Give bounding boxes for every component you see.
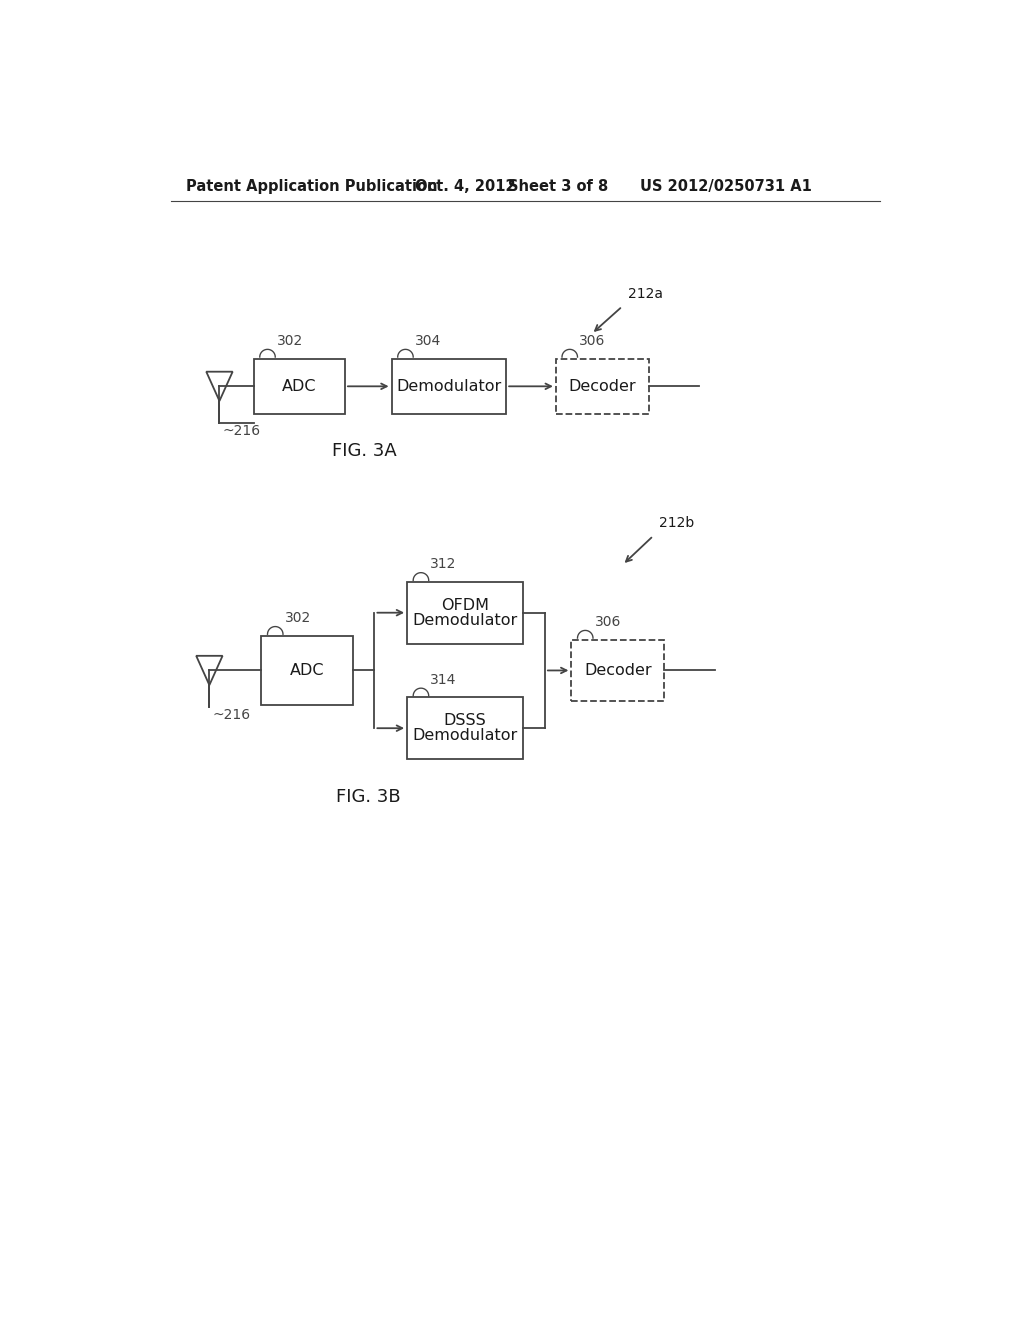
Text: DSSS: DSSS — [443, 713, 486, 729]
Text: 212a: 212a — [628, 286, 663, 301]
Text: Demodulator: Demodulator — [413, 729, 518, 743]
Text: 306: 306 — [595, 615, 621, 628]
Text: Decoder: Decoder — [584, 663, 651, 678]
Text: 212b: 212b — [658, 516, 694, 531]
Text: 304: 304 — [415, 334, 441, 348]
Text: FIG. 3A: FIG. 3A — [332, 442, 396, 459]
Text: 302: 302 — [276, 334, 303, 348]
Text: ~216: ~216 — [222, 424, 261, 438]
FancyBboxPatch shape — [556, 359, 649, 414]
Text: Demodulator: Demodulator — [413, 612, 518, 628]
Text: ~216: ~216 — [212, 708, 251, 722]
Text: 306: 306 — [579, 334, 605, 348]
Text: Demodulator: Demodulator — [396, 379, 502, 393]
FancyBboxPatch shape — [254, 359, 345, 414]
Text: ADC: ADC — [282, 379, 316, 393]
Text: 302: 302 — [285, 611, 311, 626]
Text: 312: 312 — [430, 557, 457, 572]
Text: FIG. 3B: FIG. 3B — [336, 788, 400, 807]
Text: Sheet 3 of 8: Sheet 3 of 8 — [508, 180, 608, 194]
FancyBboxPatch shape — [571, 640, 665, 701]
FancyBboxPatch shape — [261, 636, 352, 705]
FancyBboxPatch shape — [407, 582, 523, 644]
Text: Patent Application Publication: Patent Application Publication — [186, 180, 437, 194]
FancyBboxPatch shape — [391, 359, 506, 414]
Text: Decoder: Decoder — [568, 379, 636, 393]
Text: OFDM: OFDM — [441, 598, 489, 612]
Text: Oct. 4, 2012: Oct. 4, 2012 — [415, 180, 515, 194]
FancyBboxPatch shape — [407, 697, 523, 759]
Text: US 2012/0250731 A1: US 2012/0250731 A1 — [640, 180, 811, 194]
Text: ADC: ADC — [290, 663, 325, 678]
Text: 314: 314 — [430, 673, 457, 686]
